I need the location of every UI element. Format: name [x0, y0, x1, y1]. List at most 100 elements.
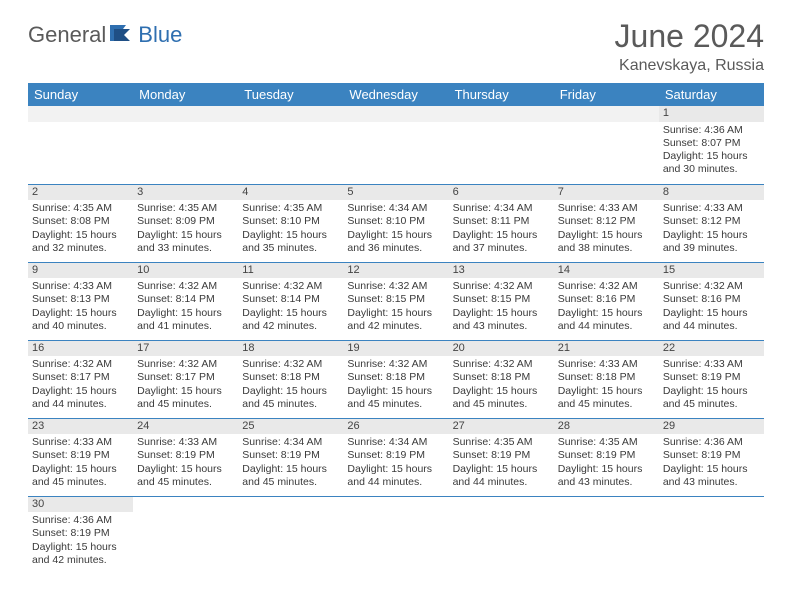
daylight-line: Daylight: 15 hours and 45 minutes.	[242, 463, 339, 489]
day-number-bar	[449, 106, 554, 122]
sunset-line: Sunset: 8:19 PM	[663, 449, 760, 462]
weekday-header: Saturday	[659, 83, 764, 106]
calendar-day-cell: 14Sunrise: 4:32 AMSunset: 8:16 PMDayligh…	[554, 262, 659, 340]
sunset-line: Sunset: 8:19 PM	[137, 449, 234, 462]
day-number-bar	[28, 106, 133, 122]
calendar-day-cell: 6Sunrise: 4:34 AMSunset: 8:11 PMDaylight…	[449, 184, 554, 262]
sunrise-line: Sunrise: 4:33 AM	[32, 436, 129, 449]
calendar-empty-cell	[238, 496, 343, 574]
sunset-line: Sunset: 8:19 PM	[453, 449, 550, 462]
daylight-line: Daylight: 15 hours and 37 minutes.	[453, 229, 550, 255]
day-number: 24	[133, 419, 238, 435]
sunrise-line: Sunrise: 4:36 AM	[663, 436, 760, 449]
daylight-line: Daylight: 15 hours and 44 minutes.	[347, 463, 444, 489]
sunrise-line: Sunrise: 4:32 AM	[32, 358, 129, 371]
sunrise-line: Sunrise: 4:33 AM	[663, 358, 760, 371]
day-number-bar	[659, 497, 764, 513]
flag-icon	[110, 23, 136, 48]
sunrise-line: Sunrise: 4:32 AM	[347, 280, 444, 293]
daylight-line: Daylight: 15 hours and 42 minutes.	[347, 307, 444, 333]
day-number-bar	[554, 497, 659, 513]
calendar-day-cell: 12Sunrise: 4:32 AMSunset: 8:15 PMDayligh…	[343, 262, 448, 340]
calendar-empty-cell	[449, 106, 554, 184]
daylight-line: Daylight: 15 hours and 42 minutes.	[32, 541, 129, 567]
day-number: 12	[343, 263, 448, 279]
sunrise-line: Sunrise: 4:36 AM	[663, 124, 760, 137]
daylight-line: Daylight: 15 hours and 35 minutes.	[242, 229, 339, 255]
calendar-day-cell: 18Sunrise: 4:32 AMSunset: 8:18 PMDayligh…	[238, 340, 343, 418]
day-number: 30	[28, 497, 133, 513]
calendar-day-cell: 5Sunrise: 4:34 AMSunset: 8:10 PMDaylight…	[343, 184, 448, 262]
daylight-line: Daylight: 15 hours and 44 minutes.	[558, 307, 655, 333]
calendar-day-cell: 21Sunrise: 4:33 AMSunset: 8:18 PMDayligh…	[554, 340, 659, 418]
calendar-empty-cell	[343, 106, 448, 184]
day-number: 29	[659, 419, 764, 435]
sunset-line: Sunset: 8:08 PM	[32, 215, 129, 228]
sunrise-line: Sunrise: 4:32 AM	[137, 358, 234, 371]
sunset-line: Sunset: 8:16 PM	[558, 293, 655, 306]
calendar-day-cell: 11Sunrise: 4:32 AMSunset: 8:14 PMDayligh…	[238, 262, 343, 340]
month-title: June 2024	[615, 18, 764, 55]
location: Kanevskaya, Russia	[615, 57, 764, 75]
sunset-line: Sunset: 8:07 PM	[663, 137, 760, 150]
sunrise-line: Sunrise: 4:32 AM	[242, 280, 339, 293]
calendar-empty-cell	[133, 106, 238, 184]
sunset-line: Sunset: 8:18 PM	[453, 371, 550, 384]
sunrise-line: Sunrise: 4:35 AM	[558, 436, 655, 449]
calendar-table: SundayMondayTuesdayWednesdayThursdayFrid…	[28, 83, 764, 574]
brand-part2: Blue	[138, 22, 182, 48]
daylight-line: Daylight: 15 hours and 38 minutes.	[558, 229, 655, 255]
calendar-day-cell: 16Sunrise: 4:32 AMSunset: 8:17 PMDayligh…	[28, 340, 133, 418]
daylight-line: Daylight: 15 hours and 45 minutes.	[242, 385, 339, 411]
day-number: 11	[238, 263, 343, 279]
sunset-line: Sunset: 8:19 PM	[32, 527, 129, 540]
sunrise-line: Sunrise: 4:32 AM	[347, 358, 444, 371]
brand-logo: General Blue	[28, 22, 182, 48]
day-number: 19	[343, 341, 448, 357]
sunrise-line: Sunrise: 4:33 AM	[32, 280, 129, 293]
sunrise-line: Sunrise: 4:33 AM	[558, 202, 655, 215]
daylight-line: Daylight: 15 hours and 43 minutes.	[558, 463, 655, 489]
sunset-line: Sunset: 8:12 PM	[663, 215, 760, 228]
calendar-empty-cell	[28, 106, 133, 184]
sunset-line: Sunset: 8:14 PM	[242, 293, 339, 306]
day-number: 14	[554, 263, 659, 279]
day-number: 8	[659, 185, 764, 201]
sunset-line: Sunset: 8:15 PM	[453, 293, 550, 306]
day-number-bar	[554, 106, 659, 122]
sunrise-line: Sunrise: 4:34 AM	[347, 202, 444, 215]
calendar-week-row: 9Sunrise: 4:33 AMSunset: 8:13 PMDaylight…	[28, 262, 764, 340]
sunset-line: Sunset: 8:15 PM	[347, 293, 444, 306]
calendar-day-cell: 29Sunrise: 4:36 AMSunset: 8:19 PMDayligh…	[659, 418, 764, 496]
sunrise-line: Sunrise: 4:35 AM	[137, 202, 234, 215]
sunrise-line: Sunrise: 4:32 AM	[663, 280, 760, 293]
calendar-day-cell: 1Sunrise: 4:36 AMSunset: 8:07 PMDaylight…	[659, 106, 764, 184]
daylight-line: Daylight: 15 hours and 36 minutes.	[347, 229, 444, 255]
sunrise-line: Sunrise: 4:35 AM	[32, 202, 129, 215]
brand-part1: General	[28, 22, 106, 48]
title-block: June 2024 Kanevskaya, Russia	[615, 18, 764, 75]
day-number: 7	[554, 185, 659, 201]
sunset-line: Sunset: 8:19 PM	[32, 449, 129, 462]
sunset-line: Sunset: 8:13 PM	[32, 293, 129, 306]
daylight-line: Daylight: 15 hours and 45 minutes.	[558, 385, 655, 411]
calendar-day-cell: 2Sunrise: 4:35 AMSunset: 8:08 PMDaylight…	[28, 184, 133, 262]
daylight-line: Daylight: 15 hours and 45 minutes.	[663, 385, 760, 411]
sunset-line: Sunset: 8:18 PM	[242, 371, 339, 384]
weekday-header: Wednesday	[343, 83, 448, 106]
calendar-body: 1Sunrise: 4:36 AMSunset: 8:07 PMDaylight…	[28, 106, 764, 574]
daylight-line: Daylight: 15 hours and 44 minutes.	[663, 307, 760, 333]
sunrise-line: Sunrise: 4:34 AM	[347, 436, 444, 449]
sunrise-line: Sunrise: 4:35 AM	[453, 436, 550, 449]
sunset-line: Sunset: 8:10 PM	[347, 215, 444, 228]
sunrise-line: Sunrise: 4:35 AM	[242, 202, 339, 215]
calendar-day-cell: 30Sunrise: 4:36 AMSunset: 8:19 PMDayligh…	[28, 496, 133, 574]
calendar-week-row: 1Sunrise: 4:36 AMSunset: 8:07 PMDaylight…	[28, 106, 764, 184]
calendar-week-row: 16Sunrise: 4:32 AMSunset: 8:17 PMDayligh…	[28, 340, 764, 418]
calendar-empty-cell	[659, 496, 764, 574]
day-number: 20	[449, 341, 554, 357]
calendar-day-cell: 10Sunrise: 4:32 AMSunset: 8:14 PMDayligh…	[133, 262, 238, 340]
sunset-line: Sunset: 8:19 PM	[558, 449, 655, 462]
sunrise-line: Sunrise: 4:32 AM	[453, 280, 550, 293]
daylight-line: Daylight: 15 hours and 45 minutes.	[137, 463, 234, 489]
